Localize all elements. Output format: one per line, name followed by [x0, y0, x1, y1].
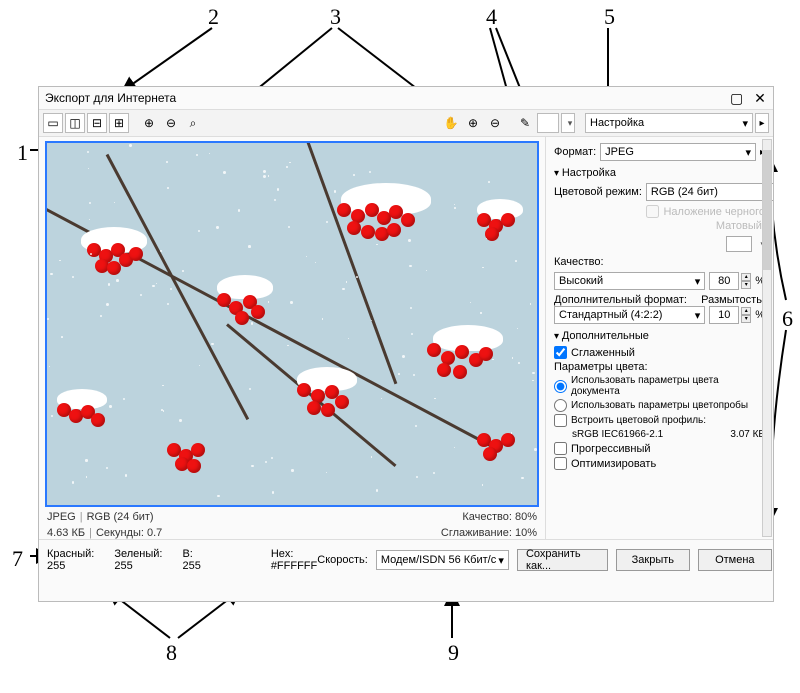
blur-spinner[interactable]: 10 ▴▾ — [709, 306, 751, 324]
minimize-icon[interactable]: ▢ — [730, 90, 744, 107]
zoom-fit-icon[interactable]: ⌕ — [183, 113, 203, 133]
matte-label: Матовый: — [716, 220, 765, 232]
panel-scrollbar[interactable] — [762, 139, 772, 537]
preset-combo-label: Настройка — [590, 117, 644, 129]
quality-spinner[interactable]: 80 ▴▾ — [709, 272, 751, 290]
preset-combo[interactable]: Настройка▾ — [585, 113, 753, 133]
blue-readout: B: 255 — [182, 548, 200, 572]
speed-combo[interactable]: Модем/ISDN 56 Кбит/с▾ — [376, 550, 509, 570]
export-dialog: Экспорт для Интернета ▢ ✕ ▭ ◫ ⊟ ⊞ ⊕ ⊖ ⌕ … — [38, 86, 774, 602]
zoom-in-icon[interactable]: ⊕ — [139, 113, 159, 133]
subformat-label: Дополнительный формат: — [554, 294, 687, 306]
quality-label: Качество: — [554, 256, 604, 268]
titlebar: Экспорт для Интернета ▢ ✕ — [39, 87, 773, 109]
cancel-button[interactable]: Отмена — [698, 549, 772, 571]
format-label: Формат: — [554, 146, 596, 158]
annotation-5: 5 — [604, 4, 615, 30]
progressive-checkbox[interactable]: Прогрессивный — [554, 442, 765, 455]
view-single-icon[interactable]: ▭ — [43, 113, 63, 133]
opt-proof-radio[interactable]: Использовать параметры цветопробы — [554, 399, 765, 412]
green-readout: Зеленый: 255 — [114, 548, 162, 572]
color-swatch[interactable] — [537, 113, 559, 133]
view-2col-icon[interactable]: ◫ — [65, 113, 85, 133]
pan-icon[interactable]: ✋ — [441, 113, 461, 133]
bottom-bar: Красный: 255 Зеленый: 255 B: 255 Hex: #F… — [39, 539, 773, 601]
annotation-2: 2 — [208, 4, 219, 30]
hex-readout: Hex: #FFFFFF — [271, 548, 317, 572]
annotation-8: 8 — [166, 640, 177, 666]
window-title: Экспорт для Интернета — [45, 91, 176, 105]
red-readout: Красный: 255 — [47, 548, 94, 572]
preview-info-2: 4.63 КБ|Секунды: 0.7 Сглаживание: 10% — [45, 523, 539, 539]
speed-label: Скорость: — [317, 554, 368, 566]
annotation-1: 1 — [17, 140, 28, 166]
eyedropper-icon[interactable]: ✎ — [515, 113, 535, 133]
quality-combo[interactable]: Высокий▾ — [554, 272, 705, 290]
annotation-3: 3 — [330, 4, 341, 30]
close-icon[interactable]: ✕ — [753, 90, 767, 107]
color-params-label: Параметры цвета: — [554, 361, 765, 373]
antialiased-checkbox[interactable]: Сглаженный — [554, 346, 765, 359]
view-4up-icon[interactable]: ⊞ — [109, 113, 129, 133]
color-mode-combo[interactable]: RGB (24 бит)▾ — [646, 183, 773, 201]
annotation-7: 7 — [12, 546, 23, 572]
annotation-6: 6 — [782, 306, 793, 332]
embed-profile-checkbox[interactable]: Встроить цветовой профиль: — [554, 414, 765, 427]
annotation-9: 9 — [448, 640, 459, 666]
color-mode-label: Цветовой режим: — [554, 186, 642, 198]
annotation-4: 4 — [486, 4, 497, 30]
view-2row-icon[interactable]: ⊟ — [87, 113, 107, 133]
opt-doc-radio[interactable]: Использовать параметры цвета документа — [554, 375, 765, 397]
settings-section[interactable]: Настройка — [554, 167, 765, 179]
matte-swatch[interactable] — [726, 236, 752, 252]
image-preview[interactable] — [45, 141, 539, 507]
profile-name: sRGB IEC61966-2.1 — [572, 429, 663, 440]
zoom-out2-icon[interactable]: ⊖ — [485, 113, 505, 133]
toolbar: ▭ ◫ ⊟ ⊞ ⊕ ⊖ ⌕ ✋ ⊕ ⊖ ✎ Настройка▾ ▸ — [39, 109, 773, 137]
advanced-section[interactable]: Дополнительные — [554, 330, 765, 342]
blur-label: Размытость: — [701, 294, 765, 306]
overlay-black-checkbox: Наложение черного — [554, 205, 765, 218]
zoom-out-icon[interactable]: ⊖ — [161, 113, 181, 133]
preview-info-1: JPEG|RGB (24 бит) Качество: 80% — [45, 507, 539, 523]
profile-size: 3.07 КБ — [730, 429, 765, 440]
format-combo[interactable]: JPEG▾ — [600, 143, 756, 161]
save-as-button[interactable]: Сохранить как... — [517, 549, 608, 571]
close-button[interactable]: Закрыть — [616, 549, 690, 571]
settings-panel: Формат: JPEG▾ ▸ Настройка Цветовой режим… — [545, 137, 773, 539]
preset-menu-button[interactable]: ▸ — [755, 113, 769, 133]
zoom-in2-icon[interactable]: ⊕ — [463, 113, 483, 133]
swatch-dropdown[interactable] — [561, 113, 575, 133]
optimize-checkbox[interactable]: Оптимизировать — [554, 457, 765, 470]
subformat-combo[interactable]: Стандартный (4:2:2)▾ — [554, 306, 705, 324]
